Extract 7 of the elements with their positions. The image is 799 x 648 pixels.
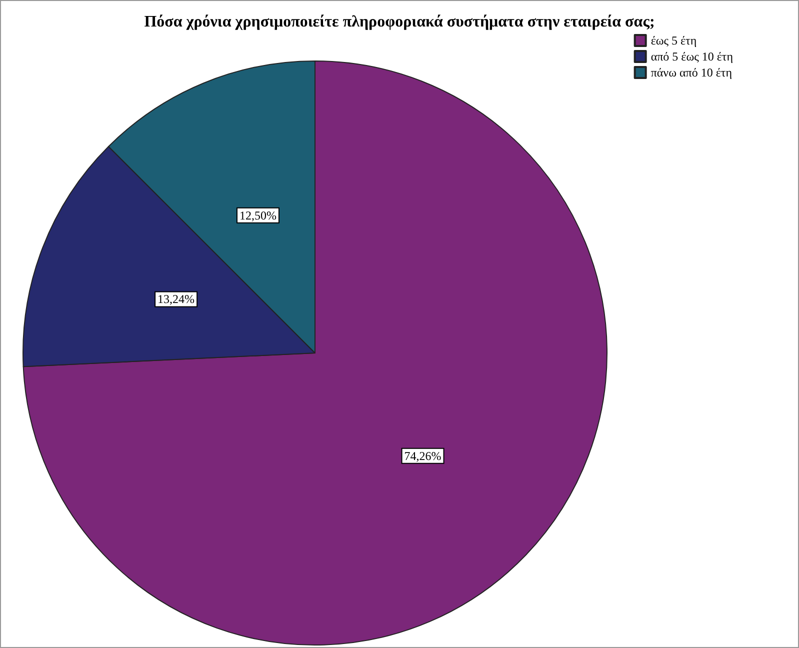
data-label: 12,50%	[239, 208, 276, 222]
chart-title: Πόσα χρόνια χρησιμοποιείτε πληροφοριακά συστήματα στην εταιρεία σας;	[144, 14, 655, 30]
legend-label: πάνω από 10 έτη	[650, 66, 732, 80]
data-label: 13,24%	[158, 292, 195, 306]
legend-label: έως 5 έτη	[650, 34, 697, 48]
legend-label: από 5 έως 10 έτη	[650, 50, 733, 64]
data-label: 74,26%	[404, 448, 442, 463]
